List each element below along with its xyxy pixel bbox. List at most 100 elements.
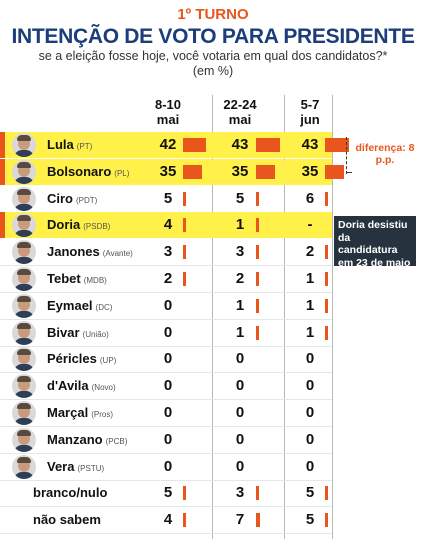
avatar-suit [14,257,34,264]
period-header-2: 22-24 mai [210,97,270,127]
value-label: 0 [235,431,245,448]
candidate-avatar [12,267,36,291]
value-bar [325,326,328,340]
value-bar [325,165,345,179]
candidate-row: Manzano (PCB) 0 0 0 [0,427,426,454]
avatar-hair [17,457,31,463]
candidate-name: Doria (PSDB) [47,217,110,232]
avatar-hair [17,269,31,275]
unit-label: (em %) [192,64,234,78]
value-label: 4 [163,511,173,528]
value-label: 0 [163,404,173,421]
candidate-avatar [12,213,36,237]
round-label: 1º TURNO [177,6,249,23]
avatar-hair [17,376,31,382]
candidate-name: Péricles (UP) [47,351,116,366]
value-bar [183,513,186,527]
candidate-name: Lula (PT) [47,137,92,152]
party-label: (PT) [76,142,93,151]
candidate-row: não sabem 4 7 5 [0,507,426,534]
value-bar [183,218,186,232]
value-label: 5 [305,484,315,501]
candidate-avatar [12,294,36,318]
candidate-name-text: Bolsonaro [47,164,112,179]
candidate-name-text: branco/nulo [33,485,108,500]
candidate-avatar [12,240,36,264]
value-label: 0 [163,297,173,314]
value-bar [183,272,186,286]
candidate-row: Eymael (DC) 0 1 1 [0,293,426,320]
value-label: 1 [235,297,245,314]
avatar-hair [17,430,31,436]
candidate-name-text: Manzano [47,432,103,447]
value-label: 2 [235,270,245,287]
value-label: 0 [305,350,315,367]
value-label: 0 [163,431,173,448]
value-label: 3 [163,243,173,260]
row-marker [0,159,5,185]
candidate-name-text: Vera [47,459,75,474]
avatar-hair [17,135,31,141]
avatar-hair [17,403,31,409]
period-header-line: mai [228,112,252,127]
value-label: 0 [235,458,245,475]
candidate-name: Manzano (PCB) [47,432,127,447]
value-label: 5 [163,190,173,207]
candidate-row: Ciro (PDT) 5 5 6 [0,186,426,213]
avatar-suit [14,284,34,291]
value-label: 0 [305,404,315,421]
value-label: 0 [235,404,245,421]
value-label: 35 [159,163,177,180]
party-label: (PCB) [105,437,128,446]
value-bar [256,513,260,527]
party-label: (UP) [99,356,117,365]
candidate-avatar [12,347,36,371]
column-separator [332,95,333,539]
value-bar [183,165,203,179]
value-label: 0 [235,377,245,394]
value-bar [256,218,259,232]
row-marker [0,212,5,238]
row-background [0,400,332,427]
period-header-3: 5-7 jun [280,97,340,127]
value-label: 42 [159,136,177,153]
value-label: 0 [163,350,173,367]
avatar-suit [14,177,34,184]
candidate-name-text: Doria [47,217,81,232]
row-background [0,427,332,454]
avatar-hair [17,323,31,329]
difference-bracket [346,137,348,174]
value-label: 0 [305,431,315,448]
column-separator [284,95,285,539]
candidate-name-text: Lula [47,137,74,152]
value-bar [325,486,328,500]
candidate-row: Tebet (MDB) 2 2 1 [0,266,426,293]
value-label: 43 [301,136,319,153]
value-label: 5 [305,511,315,528]
avatar-suit [14,364,34,371]
value-bar [325,299,328,313]
candidate-row: d'Avila (Novo) 0 0 0 [0,373,426,400]
value-bar [325,192,329,206]
candidate-name-text: d'Avila [47,378,89,393]
candidate-avatar [12,401,36,425]
value-bar [183,138,207,152]
value-bar [325,272,328,286]
avatar-suit [14,311,34,318]
value-label: 0 [163,458,173,475]
candidate-row: Bivar (União) 0 1 1 [0,320,426,347]
value-bar [256,192,259,206]
avatar-suit [14,338,34,345]
value-label: 5 [163,484,173,501]
value-label: 35 [301,163,319,180]
party-label: (Avante) [102,249,133,258]
party-label: (MDB) [83,276,107,285]
value-label: 0 [305,458,315,475]
candidate-avatar [12,374,36,398]
candidate-avatar [12,187,36,211]
candidate-row: branco/nulo 5 3 5 [0,480,426,507]
candidate-row: Lula (PT) 42 43 43 [0,132,426,158]
value-label: 1 [305,297,315,314]
candidate-name-text: Tebet [47,271,81,286]
candidate-row: Bolsonaro (PL) 35 35 35 [0,159,426,185]
